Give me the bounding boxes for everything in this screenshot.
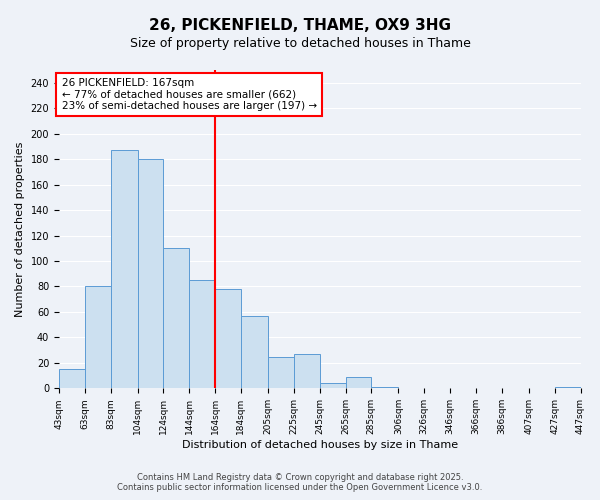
Bar [110,150,137,388]
Bar [215,289,241,388]
Bar [59,369,85,388]
Text: 26 PICKENFIELD: 167sqm
← 77% of detached houses are smaller (662)
23% of semi-de: 26 PICKENFIELD: 167sqm ← 77% of detached… [62,78,317,111]
Bar [85,286,110,388]
X-axis label: Distribution of detached houses by size in Thame: Distribution of detached houses by size … [182,440,458,450]
Bar [371,387,398,388]
Text: Contains HM Land Registry data © Crown copyright and database right 2025.
Contai: Contains HM Land Registry data © Crown c… [118,473,482,492]
Bar [294,354,320,388]
Bar [346,377,371,388]
Text: Size of property relative to detached houses in Thame: Size of property relative to detached ho… [130,38,470,51]
Bar [554,387,581,388]
Text: 26, PICKENFIELD, THAME, OX9 3HG: 26, PICKENFIELD, THAME, OX9 3HG [149,18,451,32]
Y-axis label: Number of detached properties: Number of detached properties [15,142,25,317]
Bar [190,280,215,388]
Bar [241,316,268,388]
Bar [137,159,163,388]
Bar [163,248,190,388]
Bar [320,384,346,388]
Bar [268,356,294,388]
